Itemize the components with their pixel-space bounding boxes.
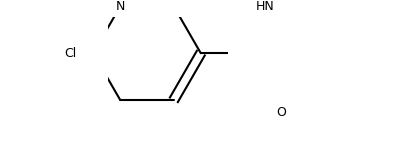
Text: HN: HN <box>256 0 275 13</box>
Text: N: N <box>115 0 125 13</box>
Text: O: O <box>276 106 286 119</box>
Text: Cl: Cl <box>64 47 76 60</box>
